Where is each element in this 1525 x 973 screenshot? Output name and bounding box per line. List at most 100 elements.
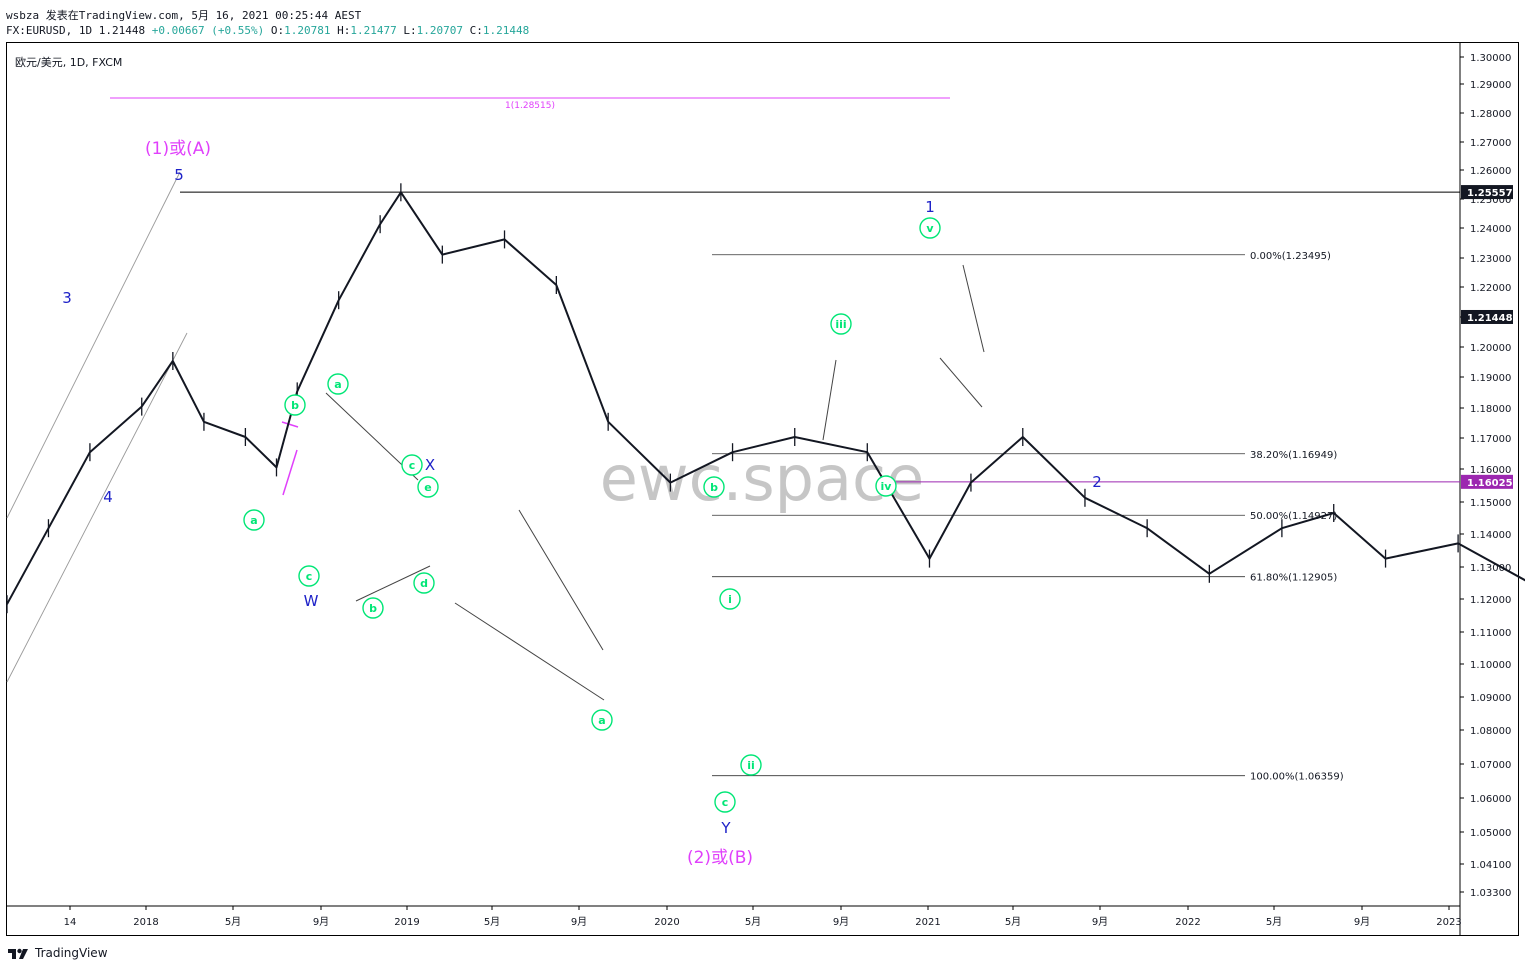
x-tick-label: 9月 xyxy=(1354,916,1370,928)
y-tick-label: 1.23000 xyxy=(1470,254,1511,265)
wave-label-circle xyxy=(719,588,741,610)
wave-label-text: c xyxy=(306,570,313,583)
fib-label: 50.00%(1.14927) xyxy=(1250,511,1337,522)
wave-label-text: b xyxy=(710,481,718,494)
x-tick-label: 2018 xyxy=(133,917,158,928)
y-tick-label: 1.12000 xyxy=(1470,595,1511,606)
chart-title: 欧元/美元, 1D, FXCM xyxy=(15,56,122,69)
wave-label-text: W xyxy=(304,592,319,610)
low-value: 1.20707 xyxy=(416,24,463,37)
x-tick-label: 2021 xyxy=(915,917,940,928)
wave-label-text: b xyxy=(369,602,377,615)
tradingview-brand: TradingView xyxy=(35,946,108,960)
wave-trendline xyxy=(355,565,431,602)
wave-label-text: 5 xyxy=(174,166,184,184)
x-tick-label: 5月 xyxy=(225,916,241,928)
wave-label-text: iv xyxy=(881,480,893,493)
last-price: 1.21448 xyxy=(98,24,146,37)
wave-label-text: a xyxy=(334,378,341,391)
chart-frame[interactable] xyxy=(6,42,1519,936)
y-tick-label: 1.07000 xyxy=(1470,760,1511,771)
wave-label-text: X xyxy=(425,456,435,474)
x-tick-label: 5月 xyxy=(745,916,761,928)
close-value: 1.21448 xyxy=(482,24,530,37)
y-tick-label: 1.06000 xyxy=(1470,794,1511,805)
y-tick-label: 1.17000 xyxy=(1470,434,1511,445)
symbol-label: FX:EURUSD, 1D xyxy=(6,24,93,37)
x-tick-label: 5月 xyxy=(1266,916,1282,928)
x-tick-label: 2023 xyxy=(1436,917,1461,928)
fib-label: 38.20%(1.16949) xyxy=(1250,450,1337,461)
y-tick-label: 1.11000 xyxy=(1470,628,1511,639)
x-tick-label: 2019 xyxy=(394,917,419,928)
wave-label-circle xyxy=(875,475,897,497)
y-tick-label: 1.05000 xyxy=(1470,828,1511,839)
tradingview-icon xyxy=(8,948,28,959)
wave-label-text: 2 xyxy=(1092,473,1102,491)
y-tick-label: 1.10000 xyxy=(1470,660,1511,671)
y-tick-label: 1.04100 xyxy=(1470,860,1511,871)
wave-trendline xyxy=(939,357,983,408)
fib-label: 100.00%(1.06359) xyxy=(1250,772,1344,783)
wave-label-text: c xyxy=(722,796,729,809)
x-tick-label: 5月 xyxy=(484,916,500,928)
wave-label-circle xyxy=(401,454,423,476)
y-tick-label: 1.20000 xyxy=(1470,343,1511,354)
y-tick-label: 1.19000 xyxy=(1470,373,1511,384)
wave-label-text: v xyxy=(926,222,934,235)
wave-trendline xyxy=(822,359,837,441)
wave-label-circle xyxy=(417,476,439,498)
wave-label-circle xyxy=(362,597,384,619)
wave-label-circle xyxy=(591,709,613,731)
x-tick-label: 9月 xyxy=(313,916,329,928)
wave-label-text: (2)或(B) xyxy=(687,848,753,868)
close-label: C: xyxy=(469,24,483,37)
fib-label: 0.00%(1.23495) xyxy=(1250,251,1331,262)
y-tick-label: 1.08000 xyxy=(1470,726,1511,737)
wave-trendline xyxy=(454,602,605,701)
wave-label-circle xyxy=(830,313,852,335)
ohlc-legend: FX:EURUSD, 1D 1.21448 +0.00667 (+0.55%) … xyxy=(6,24,529,37)
y-tick-label: 1.15000 xyxy=(1470,498,1511,509)
wave-label-text: ii xyxy=(747,759,755,772)
wave-label-circle xyxy=(298,565,320,587)
wave-label-circle xyxy=(243,509,265,531)
price-label-text: 1.16025 xyxy=(1467,478,1513,489)
wave-label-text: i xyxy=(728,593,732,606)
x-tick-label: 14 xyxy=(64,917,77,928)
open-value: 1.20781 xyxy=(284,24,331,37)
wave-label-circle xyxy=(919,217,941,239)
low-label: L: xyxy=(403,24,417,37)
y-tick-label: 1.18000 xyxy=(1470,404,1511,415)
wave-label-text: 1 xyxy=(925,198,935,216)
wave-label-text: d xyxy=(420,577,428,590)
price-label-text: 1.21448 xyxy=(1467,313,1513,324)
y-tick-label: 1.25000 xyxy=(1470,195,1511,206)
y-tick-label: 1.29000 xyxy=(1470,80,1511,91)
y-tick-label: 1.03300 xyxy=(1470,888,1511,899)
change-value: +0.00667 (+0.55%) xyxy=(151,24,265,37)
open-label: O: xyxy=(270,24,285,37)
x-tick-label: 9月 xyxy=(833,916,849,928)
wave-label-text: (1)或(A) xyxy=(145,139,211,159)
wave-label-circle xyxy=(703,476,725,498)
y-tick-label: 1.16000 xyxy=(1470,465,1511,476)
wave-label-circle xyxy=(284,394,306,416)
y-tick-label: 1.28000 xyxy=(1470,109,1511,120)
wave-label-text: iii xyxy=(835,318,846,331)
wave-label-text: c xyxy=(409,459,416,472)
magenta-wave-line xyxy=(281,421,299,428)
wave-label-circle xyxy=(714,791,736,813)
channel-line-lower xyxy=(6,332,188,683)
x-tick-label: 2020 xyxy=(654,917,679,928)
high-value: 1.21477 xyxy=(350,24,397,37)
target-label: 1(1.28515) xyxy=(505,101,555,111)
wave-label-circle xyxy=(413,572,435,594)
price-label-box xyxy=(1461,185,1513,200)
magenta-wave-line xyxy=(282,449,298,496)
channel-line-upper xyxy=(6,171,181,519)
y-tick-label: 1.27000 xyxy=(1470,138,1511,149)
x-tick-label: 2022 xyxy=(1175,917,1200,928)
wave-trendline xyxy=(518,509,604,651)
